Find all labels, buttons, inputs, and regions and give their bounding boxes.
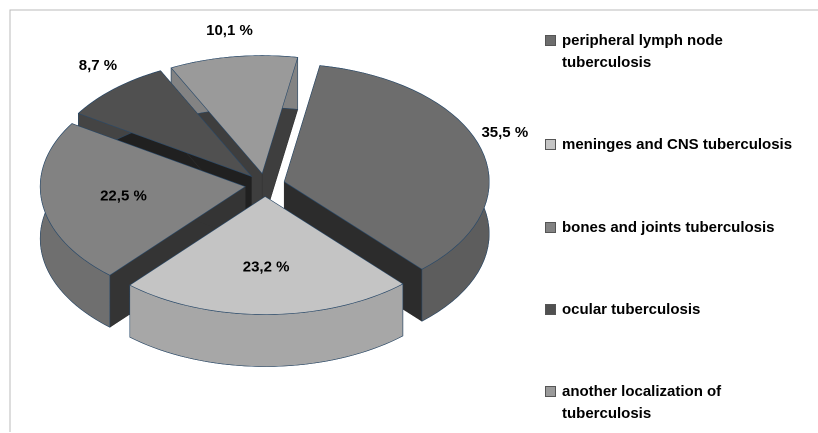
- legend-item: ocular tuberculosis: [545, 299, 810, 321]
- slice: [283, 65, 490, 322]
- slice: [77, 70, 253, 178]
- frame: [9, 9, 818, 432]
- slice: [170, 55, 299, 175]
- legend-label: bones and joints tuberculosis: [562, 218, 775, 236]
- legend-label: meninges and CNS tuberculosis: [562, 136, 793, 154]
- legend-swatch: [545, 35, 556, 46]
- legend-swatch: [545, 139, 556, 151]
- data-label: 23,2 %: [243, 258, 290, 275]
- legend-swatch: [545, 303, 556, 315]
- slice: [39, 123, 246, 276]
- legend: peripheral lymph node tuberculosis mening…: [545, 30, 810, 425]
- legend-swatch: [545, 386, 556, 397]
- legend-label: ocular tuberculosis: [562, 300, 701, 318]
- slice: [283, 65, 490, 270]
- data-label: 35,5 %: [481, 124, 528, 141]
- legend-item: bones and joints tuberculosis: [545, 217, 810, 239]
- data-label: 22,5 %: [100, 188, 147, 205]
- slice: [129, 196, 404, 315]
- legend-label: another localization of tuberculosis: [562, 383, 722, 422]
- data-label: 10,1 %: [206, 22, 253, 39]
- legend-item: meninges and CNS tuberculosis: [545, 134, 810, 156]
- data-label: 8,7 %: [79, 57, 117, 74]
- slice: [129, 196, 404, 367]
- legend-swatch: [545, 221, 556, 233]
- legend-item: peripheral lymph node tuberculosis: [545, 30, 810, 74]
- legend-label: peripheral lymph node tuberculosis: [562, 32, 723, 71]
- legend-item: another localization of tuberculosis: [545, 381, 810, 425]
